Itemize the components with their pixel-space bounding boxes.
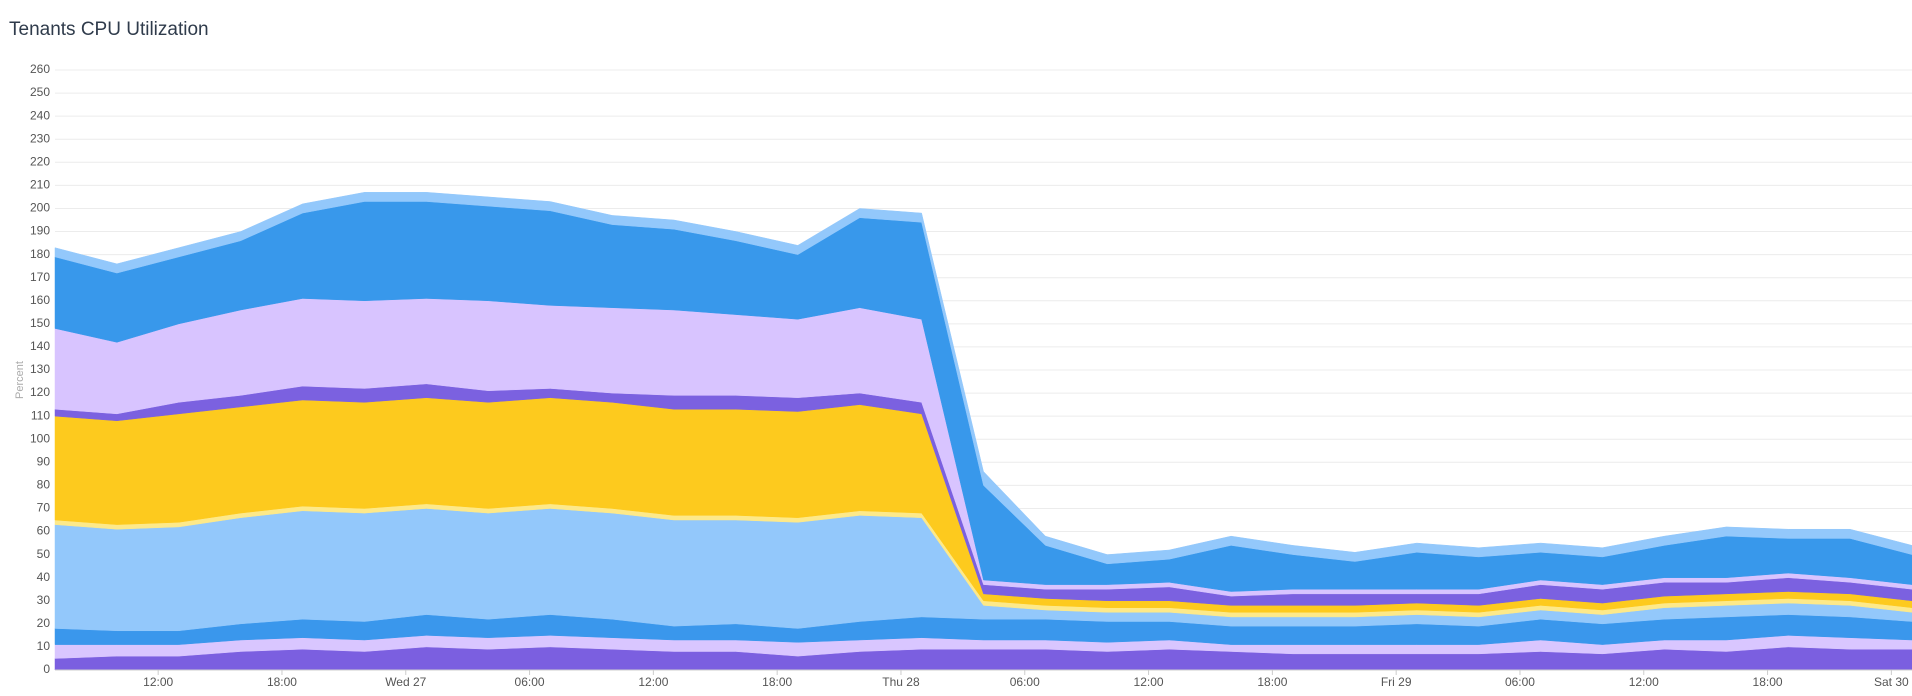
x-tick-label: 18:00 xyxy=(1753,675,1783,689)
x-tick-label: 06:00 xyxy=(1505,675,1535,689)
x-tick-label: 12:00 xyxy=(638,675,668,689)
y-tick-label: 110 xyxy=(31,408,50,422)
y-tick-label: 0 xyxy=(43,662,50,676)
y-tick-label: 200 xyxy=(30,201,50,215)
areas xyxy=(54,192,1912,671)
y-tick-label: 160 xyxy=(30,293,50,307)
y-tick-label: 130 xyxy=(30,362,50,376)
y-tick-label: 180 xyxy=(30,247,50,261)
y-tick-label: 150 xyxy=(30,316,50,330)
x-tick-label: 12:00 xyxy=(143,675,173,689)
y-tick-label: 220 xyxy=(30,154,50,168)
y-tick-label: 20 xyxy=(37,616,51,630)
x-tick-label: 18:00 xyxy=(1257,675,1287,689)
y-tick-label: 260 xyxy=(30,62,50,76)
x-tick-label: 18:00 xyxy=(762,675,792,689)
y-tick-label: 240 xyxy=(30,108,50,122)
y-tick-label: 60 xyxy=(37,524,51,538)
x-tick-label: Thu 28 xyxy=(882,675,920,689)
y-tick-label: 70 xyxy=(37,501,51,515)
x-tick-label: 18:00 xyxy=(267,675,297,689)
y-tick-label: 90 xyxy=(37,454,51,468)
x-tick-label: Sat 30 xyxy=(1874,675,1909,689)
y-tick-label: 30 xyxy=(37,593,51,607)
x-tick-label: Wed 27 xyxy=(385,675,426,689)
x-tick-label: 06:00 xyxy=(515,675,545,689)
x-tick-label: 12:00 xyxy=(1629,675,1659,689)
y-tick-label: 250 xyxy=(30,85,50,99)
chart-title: Tenants CPU Utilization xyxy=(9,19,209,40)
y-tick-label: 230 xyxy=(30,131,50,145)
y-tick-label: 10 xyxy=(37,639,51,653)
x-tick-label: 12:00 xyxy=(1134,675,1164,689)
x-tick-label: Fri 29 xyxy=(1381,675,1412,689)
y-tick-label: 170 xyxy=(30,270,50,284)
y-tick-label: 40 xyxy=(37,570,51,584)
y-tick-label: 80 xyxy=(37,478,51,492)
y-tick-label: 140 xyxy=(30,339,50,353)
y-axis-label: Percent xyxy=(14,361,26,399)
axes: 0 10 20 30 40 50 60 70 80 90 100 110 120 130 140 150 160… xyxy=(30,62,1912,689)
y-tick-label: 120 xyxy=(30,385,50,399)
y-tick-label: 50 xyxy=(37,547,51,561)
y-tick-label: 190 xyxy=(30,224,50,238)
area xyxy=(54,192,1912,565)
x-tick-label: 06:00 xyxy=(1010,675,1040,689)
y-tick-label: 210 xyxy=(30,178,50,192)
y-tick-label: 100 xyxy=(30,431,50,445)
